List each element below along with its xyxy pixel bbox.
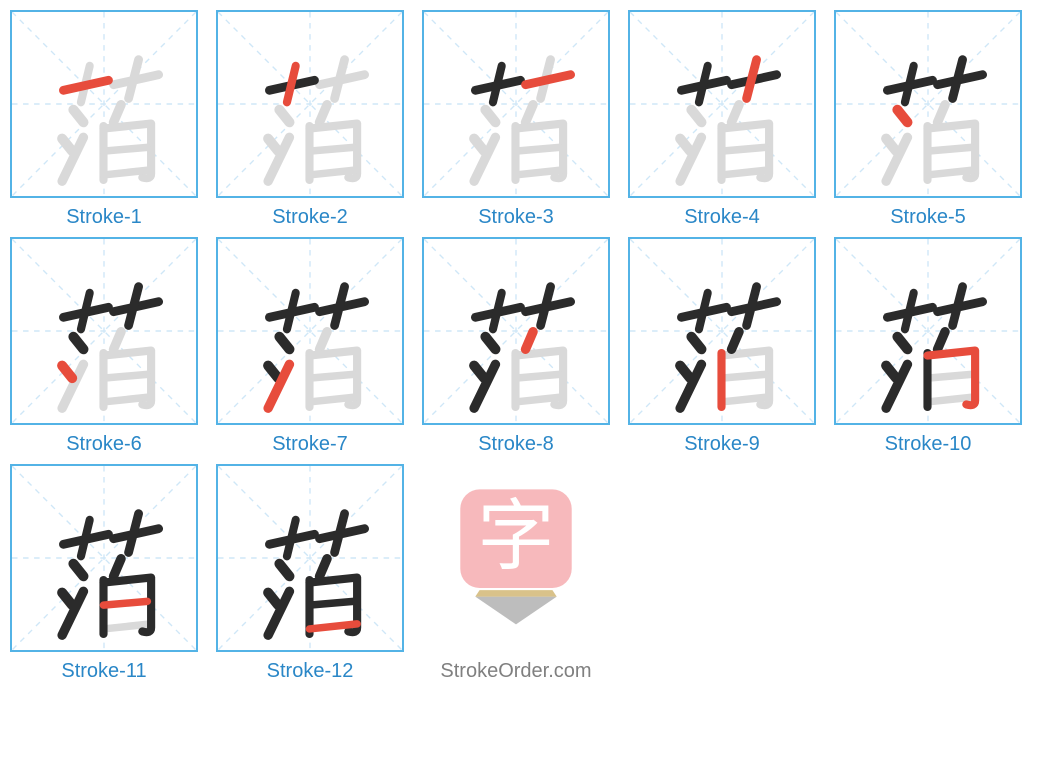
char-stack bbox=[630, 12, 814, 196]
char-stack bbox=[12, 239, 196, 423]
char-stack bbox=[836, 12, 1020, 196]
stroke-cell: Stroke-7 bbox=[216, 237, 404, 456]
char-stack bbox=[12, 466, 196, 650]
stroke-caption: Stroke-6 bbox=[66, 433, 142, 456]
stroke-tile bbox=[216, 237, 404, 425]
stroke-cell: Stroke-11 bbox=[10, 464, 198, 683]
char-svg bbox=[630, 239, 818, 427]
source-text: StrokeOrder.com bbox=[440, 660, 591, 683]
char-svg bbox=[218, 12, 406, 200]
stroke-cell: Stroke-9 bbox=[628, 237, 816, 456]
stroke-tile bbox=[422, 10, 610, 198]
char-svg bbox=[12, 239, 200, 427]
char-svg bbox=[836, 239, 1024, 427]
char-svg bbox=[218, 466, 406, 654]
char-stack bbox=[218, 466, 402, 650]
char-stack bbox=[218, 12, 402, 196]
stroke-tile bbox=[10, 464, 198, 652]
char-svg bbox=[630, 12, 818, 200]
stroke-caption: Stroke-12 bbox=[267, 660, 354, 683]
stroke-tile bbox=[10, 237, 198, 425]
stroke-cell: Stroke-12 bbox=[216, 464, 404, 683]
char-stack bbox=[424, 239, 608, 423]
stroke-caption: Stroke-8 bbox=[478, 433, 554, 456]
stroke-cell: Stroke-10 bbox=[834, 237, 1022, 456]
stroke-caption: Stroke-7 bbox=[272, 433, 348, 456]
stroke-caption: Stroke-2 bbox=[272, 206, 348, 229]
char-stack bbox=[218, 239, 402, 423]
char-stack bbox=[630, 239, 814, 423]
logo-tile: 字 bbox=[422, 464, 610, 652]
char-svg bbox=[424, 239, 612, 427]
stroke-caption: Stroke-9 bbox=[684, 433, 760, 456]
char-svg bbox=[424, 12, 612, 200]
stroke-caption: Stroke-4 bbox=[684, 206, 760, 229]
stroke-cell: Stroke-4 bbox=[628, 10, 816, 229]
stroke-caption: Stroke-5 bbox=[890, 206, 966, 229]
stroke-tile bbox=[834, 237, 1022, 425]
stroke-tile bbox=[422, 237, 610, 425]
stroke-caption: Stroke-11 bbox=[61, 660, 146, 683]
char-svg bbox=[12, 12, 200, 200]
stroke-cell: Stroke-8 bbox=[422, 237, 610, 456]
char-stack bbox=[12, 12, 196, 196]
stroke-tile bbox=[216, 464, 404, 652]
stroke-cell: Stroke-1 bbox=[10, 10, 198, 229]
stroke-caption: Stroke-10 bbox=[885, 433, 972, 456]
stroke-cell: Stroke-6 bbox=[10, 237, 198, 456]
stroke-cell: Stroke-3 bbox=[422, 10, 610, 229]
stroke-caption: Stroke-1 bbox=[66, 206, 142, 229]
logo-char: 字 bbox=[477, 493, 554, 579]
stroke-cell: Stroke-5 bbox=[834, 10, 1022, 229]
char-stack bbox=[836, 239, 1020, 423]
stroke-tile bbox=[628, 237, 816, 425]
stroke-caption: Stroke-3 bbox=[478, 206, 554, 229]
char-svg bbox=[12, 466, 200, 654]
stroke-tile bbox=[10, 10, 198, 198]
stroke-tile bbox=[216, 10, 404, 198]
logo-source-cell: 字 StrokeOrder.com bbox=[422, 464, 610, 683]
stroke-grid: Stroke-1 Stroke-2 bbox=[10, 10, 1040, 683]
site-logo: 字 bbox=[451, 483, 581, 633]
char-svg bbox=[836, 12, 1024, 200]
stroke-tile bbox=[628, 10, 816, 198]
stroke-tile bbox=[834, 10, 1022, 198]
char-stack bbox=[424, 12, 608, 196]
stroke-cell: Stroke-2 bbox=[216, 10, 404, 229]
char-svg bbox=[218, 239, 406, 427]
